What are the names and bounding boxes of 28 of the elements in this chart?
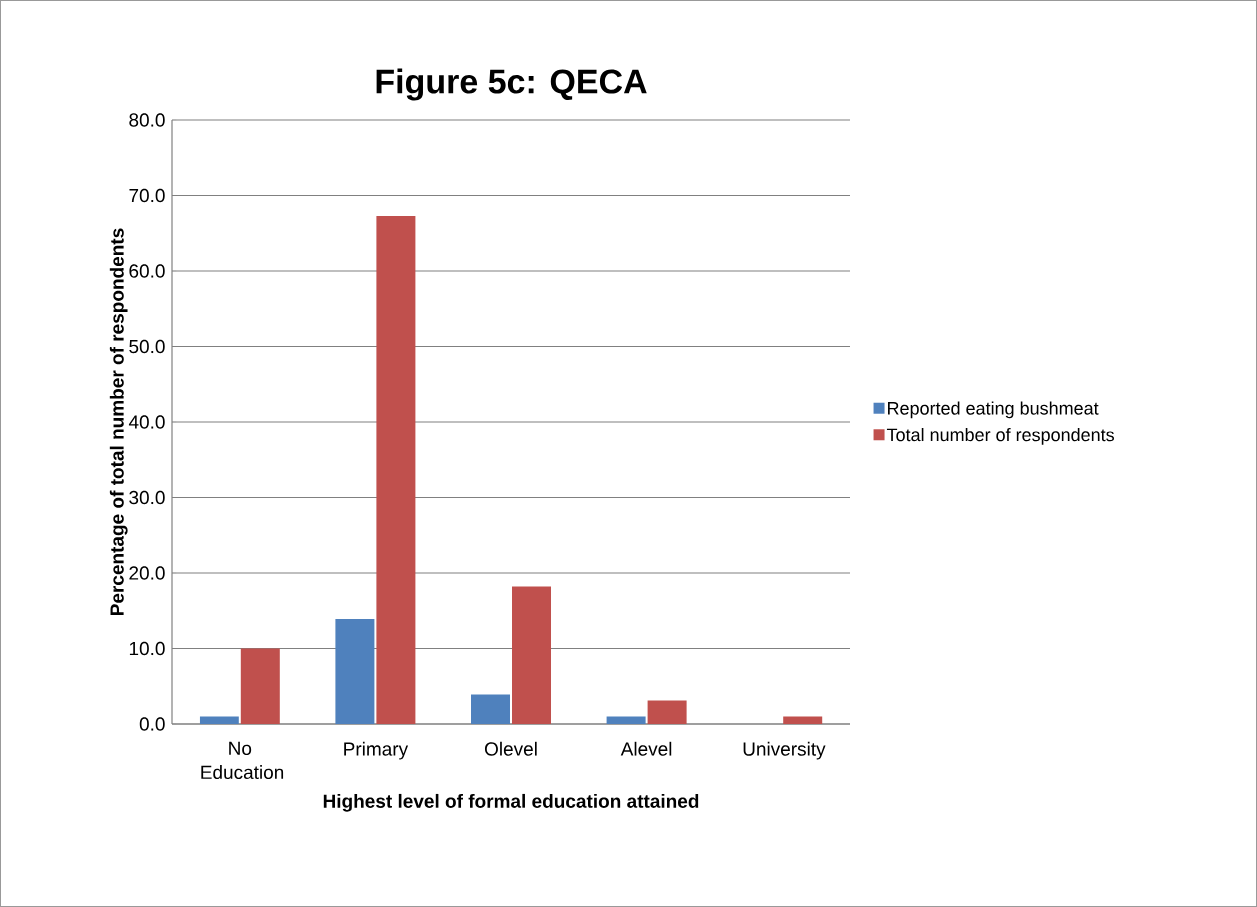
legend-label: Reported eating bushmeat (888, 401, 1099, 419)
bar (512, 586, 552, 724)
y-tick-label: 80.0 (129, 113, 165, 127)
legend-label: Total number of respondents (886, 427, 1114, 445)
bar (199, 716, 239, 724)
x-axis-title: Highest level of formal education attained (323, 793, 699, 812)
bar (335, 619, 375, 724)
x-tick-label: Primary (344, 741, 409, 760)
y-tick-label: 60.0 (129, 264, 165, 278)
bar (647, 700, 687, 724)
x-tick-label: University (743, 741, 826, 760)
bar (606, 716, 646, 724)
chart-title: Figure 5c: QECA (376, 68, 647, 101)
bar (783, 716, 823, 724)
x-tick-label: No Education (201, 741, 284, 780)
x-tick-label: Alevel (620, 741, 672, 756)
bar (240, 648, 280, 724)
y-tick-label: 40.0 (128, 415, 165, 429)
y-tick-label: 50.0 (129, 339, 165, 354)
bar (471, 694, 510, 724)
bar (376, 215, 416, 724)
y-tick-label: 20.0 (129, 566, 165, 580)
y-tick-label: 70.0 (129, 188, 165, 203)
y-tick-label: 30.0 (129, 490, 165, 505)
y-tick-label: 10.0 (129, 641, 165, 656)
x-tick-label: Olevel (484, 741, 537, 756)
y-axis-title: Percentage of total number of respondents (109, 228, 128, 615)
y-tick-label: 0.0 (139, 717, 165, 731)
